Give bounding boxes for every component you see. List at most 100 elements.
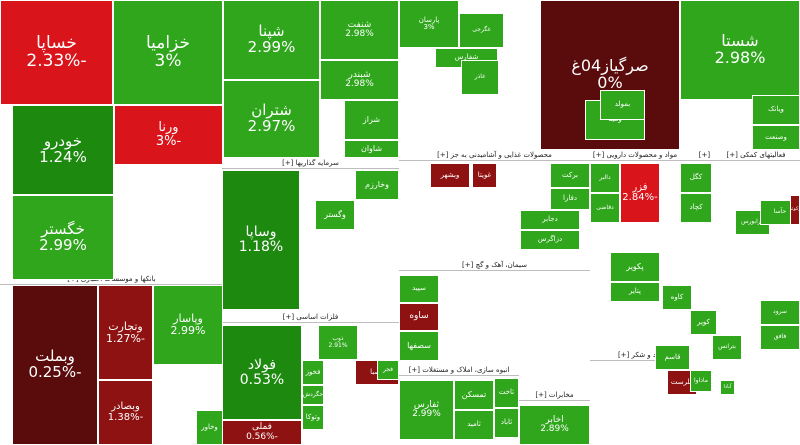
stock-tile[interactable]: پتایر — [610, 282, 660, 302]
stock-change-percent: 2.99% — [39, 235, 87, 254]
stock-tile[interactable]: وبملت -0.25% — [12, 285, 98, 445]
stock-tile[interactable]: وتوکا — [302, 405, 324, 430]
stock-tile[interactable]: شپنا 2.99% — [223, 0, 320, 80]
stock-tile[interactable]: کگل — [680, 163, 712, 193]
stock-tile[interactable]: شبندر 2.98% — [320, 60, 399, 100]
sector-header[interactable]: مخابرات [+] — [519, 390, 590, 401]
stock-tile[interactable]: فافق — [760, 325, 800, 350]
stock-symbol: وصنعت — [765, 132, 787, 141]
sector-header[interactable]: فعالیتهای کمکی [+] — [712, 150, 800, 161]
stock-tile[interactable]: ثاخت — [494, 378, 519, 408]
stock-symbol: وگستر — [324, 209, 346, 219]
stock-tile[interactable]: وبشهر — [430, 163, 470, 188]
stock-tile[interactable]: اخابر 2.89% — [519, 405, 590, 445]
stock-tile[interactable]: وگستر — [315, 200, 355, 230]
stock-tile[interactable]: ثامید — [454, 410, 494, 440]
stock-symbol: تمسکن — [461, 389, 487, 399]
stock-tile[interactable]: فجر — [377, 360, 399, 380]
stock-tile[interactable]: حگردش — [302, 385, 324, 405]
stock-tile[interactable]: شستا 2.98% — [680, 0, 800, 100]
stock-tile[interactable]: ذوب 2.91% — [318, 325, 358, 360]
stock-symbol: ساوه — [409, 311, 429, 322]
stock-tile[interactable]: ثاباد — [494, 408, 519, 438]
stock-tile[interactable]: دقاضی — [590, 193, 620, 223]
stock-symbol: دفارا — [563, 194, 577, 203]
stock-tile[interactable]: تمسکن — [454, 380, 494, 410]
stock-tile[interactable]: خزامیا 3% — [113, 0, 223, 105]
stock-tile[interactable]: فملی -0.56% — [222, 420, 302, 445]
stock-tile[interactable]: پارسان 3% — [399, 0, 459, 48]
stock-symbol: خساپا — [36, 32, 77, 53]
stock-tile[interactable]: دفارا — [550, 188, 590, 210]
stock-symbol: اخابر — [545, 414, 564, 425]
stock-symbol: برکت — [561, 170, 579, 179]
stock-tile[interactable]: وتجارت -1.27% — [98, 285, 153, 380]
stock-tile[interactable]: سرود — [760, 300, 800, 325]
stock-symbol: غگرجی — [472, 26, 491, 34]
stock-tile[interactable]: وصنعت — [752, 125, 800, 150]
stock-tile[interactable]: برکت — [550, 163, 590, 188]
stock-tile[interactable]: وپاسار 2.99% — [153, 285, 223, 365]
sector-header[interactable]: فلزات اساسی [+] — [222, 312, 399, 323]
sector-header[interactable]: سرمایه گذاریها [+] — [222, 158, 399, 169]
stock-tile[interactable]: وخاور — [196, 410, 223, 445]
stock-tile[interactable]: وخارزم — [355, 170, 399, 200]
stock-tile[interactable]: خودرو 1.24% — [12, 105, 114, 195]
stock-tile[interactable]: فولاد 0.53% — [222, 325, 302, 420]
stock-tile[interactable]: بمولد — [600, 90, 645, 120]
stock-symbol: وپاسار — [173, 312, 203, 326]
stock-change-percent: -0.25% — [28, 363, 82, 381]
stock-tile[interactable]: خگستر 2.99% — [12, 195, 114, 280]
stock-tile[interactable]: فزر -2.84% — [620, 163, 660, 223]
sector-header[interactable]: سیمان، آهک و گچ [+] — [399, 260, 590, 271]
sector-header[interactable]: محصولات غذایی و آشامیدنی به جز [+] — [399, 150, 590, 161]
stock-tile[interactable]: شراز — [344, 100, 399, 140]
stock-symbol: ثفارس — [413, 399, 440, 410]
stock-symbol: فجر — [382, 365, 394, 373]
stock-tile[interactable]: دزاگرس — [520, 230, 580, 250]
stock-tile[interactable]: آبادا — [720, 380, 735, 395]
stock-tile[interactable]: کویر — [690, 310, 717, 335]
stock-tile[interactable]: سصفها — [399, 331, 439, 361]
stock-tile[interactable]: غویتا — [472, 163, 497, 188]
stock-tile[interactable]: فخوز — [302, 360, 324, 385]
stock-tile[interactable]: ثفارس 2.99% — [399, 380, 454, 440]
stock-tile[interactable]: شنفت 2.98% — [320, 0, 399, 60]
stock-change-percent: 1.24% — [39, 148, 87, 166]
stock-tile[interactable]: زکوثر — [790, 195, 800, 225]
stock-symbol: شنفت — [347, 19, 372, 30]
stock-change-percent: 2.99% — [247, 38, 296, 56]
stock-tile[interactable]: وبصادر -1.38% — [98, 380, 153, 445]
stock-tile[interactable]: شتران 2.97% — [223, 80, 320, 158]
stock-symbol: پارسان — [418, 15, 440, 24]
stock-tile[interactable]: خساپا -2.33% — [0, 0, 113, 105]
sector-header[interactable]: قند و شکر [+] — [590, 350, 690, 361]
stock-tile[interactable]: قاسم — [655, 345, 690, 370]
stock-symbol: شپنا — [258, 22, 285, 41]
stock-symbol: آبادا — [723, 383, 732, 390]
stock-tile[interactable]: بترانس — [712, 335, 742, 360]
sector-header[interactable]: مواد و محصولات دارویی [+] — [590, 150, 680, 161]
stock-change-percent: 2.97% — [247, 117, 296, 135]
stock-tile[interactable]: دجابر — [520, 210, 580, 230]
stock-symbol: ویانک — [768, 105, 784, 114]
stock-tile[interactable]: پکویر — [610, 252, 660, 282]
stock-tile[interactable]: غاذر — [461, 60, 499, 95]
sector-header[interactable]: انبوه سازی، املاک و مستغلات [+] — [399, 365, 519, 376]
stock-tile[interactable]: کچاد — [680, 193, 712, 223]
stock-symbol: قاسم — [664, 352, 681, 361]
stock-tile[interactable]: کاوه — [662, 285, 692, 310]
stock-change-percent: -3% — [155, 134, 182, 149]
stock-tile[interactable]: شاوان — [344, 140, 399, 158]
stock-tile[interactable]: ماداوا — [690, 370, 712, 392]
stock-change-percent: -2.33% — [26, 50, 87, 71]
stock-tile[interactable]: غگرجی — [459, 13, 504, 48]
stock-change-percent: 3% — [154, 50, 182, 71]
stock-tile[interactable]: ویانک — [752, 95, 800, 125]
stock-tile[interactable]: سپید — [399, 275, 439, 303]
stock-tile[interactable]: وساپا 1.18% — [222, 170, 300, 310]
stock-tile[interactable]: ورنا -3% — [114, 105, 223, 165]
stock-tile[interactable]: دالبر — [590, 163, 620, 193]
stock-tile[interactable]: ساوه — [399, 303, 439, 331]
stock-symbol: وتوکا — [305, 412, 321, 421]
